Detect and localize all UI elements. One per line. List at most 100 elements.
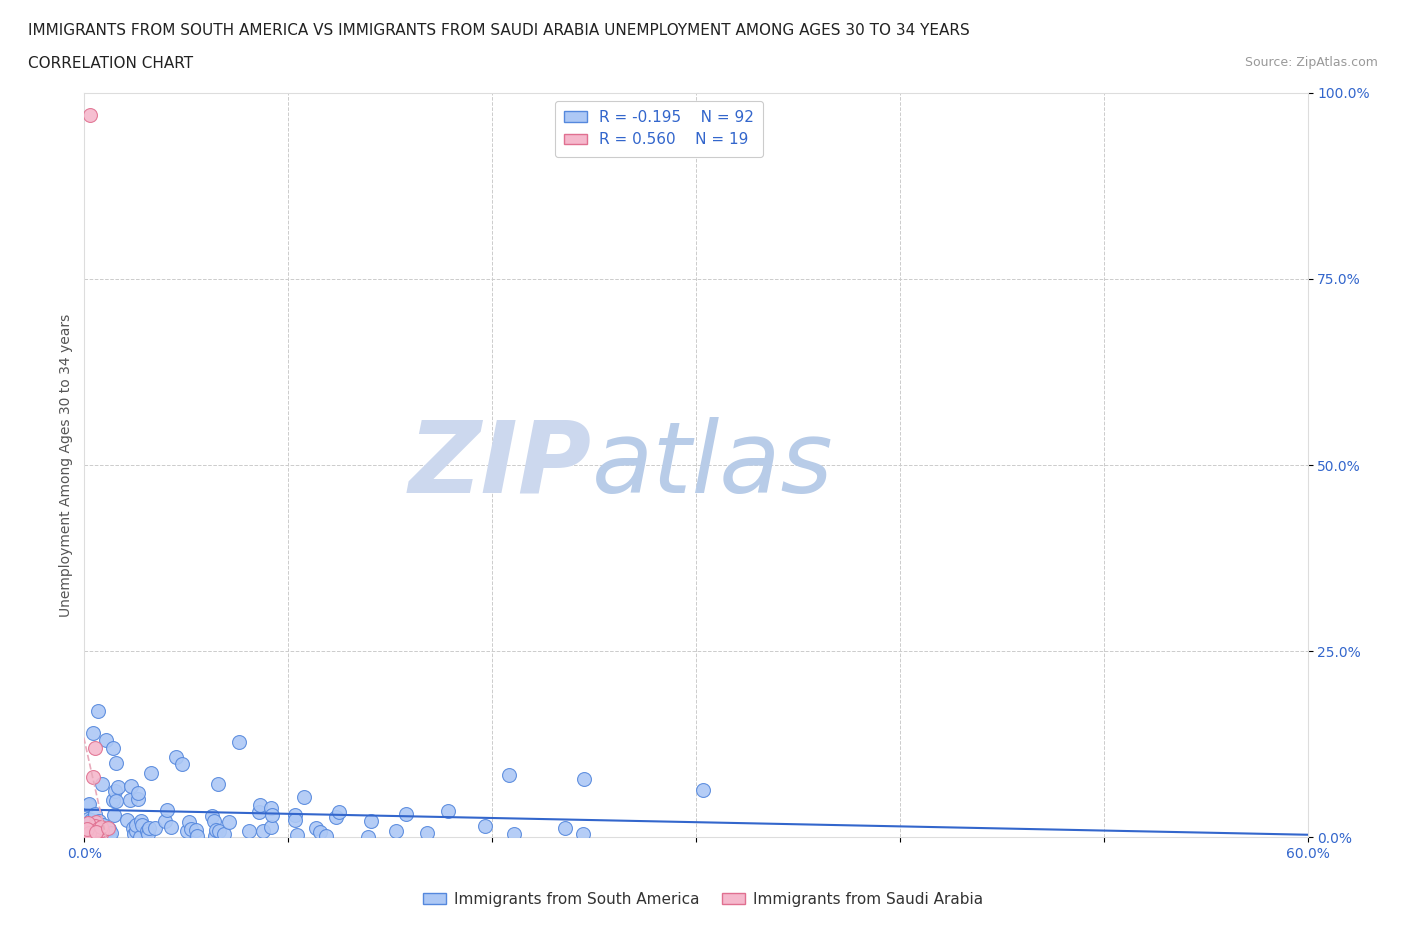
Point bbox=[357, 830, 380, 844]
Point bbox=[416, 825, 439, 840]
Point bbox=[285, 828, 308, 843]
Point bbox=[218, 815, 240, 830]
Point bbox=[252, 823, 274, 838]
Point bbox=[186, 829, 208, 844]
Point bbox=[125, 824, 148, 839]
Point bbox=[325, 810, 347, 825]
Point bbox=[76, 821, 98, 836]
Point bbox=[87, 814, 110, 829]
Text: atlas: atlas bbox=[592, 417, 834, 513]
Point bbox=[437, 804, 460, 818]
Point bbox=[129, 830, 152, 844]
Point bbox=[304, 821, 326, 836]
Point bbox=[76, 816, 98, 830]
Point bbox=[82, 770, 104, 785]
Point bbox=[572, 827, 595, 842]
Point bbox=[122, 827, 145, 842]
Point bbox=[115, 812, 138, 827]
Text: CORRELATION CHART: CORRELATION CHART bbox=[28, 56, 193, 71]
Point bbox=[554, 820, 576, 835]
Point bbox=[184, 822, 207, 837]
Point bbox=[91, 823, 114, 838]
Point bbox=[100, 826, 122, 841]
Point bbox=[86, 703, 108, 718]
Point bbox=[260, 801, 283, 816]
Point bbox=[77, 828, 100, 843]
Point bbox=[125, 817, 148, 832]
Point bbox=[153, 813, 176, 828]
Point bbox=[103, 807, 125, 822]
Point bbox=[105, 755, 128, 770]
Y-axis label: Unemployment Among Ages 30 to 34 years: Unemployment Among Ages 30 to 34 years bbox=[59, 313, 73, 617]
Point bbox=[249, 804, 271, 819]
Point bbox=[84, 807, 107, 822]
Point bbox=[79, 825, 101, 840]
Legend: Immigrants from South America, Immigrants from Saudi Arabia: Immigrants from South America, Immigrant… bbox=[418, 886, 988, 913]
Point bbox=[77, 822, 100, 837]
Point bbox=[94, 824, 117, 839]
Point bbox=[360, 814, 382, 829]
Point bbox=[202, 814, 225, 829]
Point bbox=[83, 829, 105, 844]
Point bbox=[262, 807, 284, 822]
Point bbox=[118, 792, 141, 807]
Point bbox=[84, 829, 107, 844]
Point bbox=[201, 808, 224, 823]
Point bbox=[90, 777, 112, 791]
Text: ZIP: ZIP bbox=[409, 417, 592, 513]
Point bbox=[131, 817, 153, 832]
Point bbox=[127, 791, 149, 806]
Point bbox=[207, 777, 229, 791]
Point bbox=[97, 820, 120, 835]
Point bbox=[143, 821, 166, 836]
Point bbox=[97, 822, 120, 837]
Point bbox=[107, 779, 129, 794]
Point bbox=[141, 765, 163, 780]
Point bbox=[208, 823, 231, 838]
Point bbox=[165, 750, 187, 764]
Point bbox=[136, 824, 159, 839]
Point bbox=[86, 824, 108, 839]
Point bbox=[77, 811, 100, 826]
Point bbox=[122, 821, 145, 836]
Point bbox=[204, 829, 226, 844]
Point bbox=[83, 740, 105, 755]
Point bbox=[83, 827, 105, 842]
Text: Source: ZipAtlas.com: Source: ZipAtlas.com bbox=[1244, 56, 1378, 69]
Point bbox=[395, 806, 418, 821]
Point bbox=[129, 814, 152, 829]
Point bbox=[315, 829, 337, 844]
Point bbox=[82, 725, 104, 740]
Legend: R = -0.195    N = 92, R = 0.560    N = 19: R = -0.195 N = 92, R = 0.560 N = 19 bbox=[555, 100, 763, 156]
Point bbox=[212, 826, 235, 841]
Point bbox=[474, 818, 496, 833]
Point bbox=[86, 821, 108, 836]
Text: IMMIGRANTS FROM SOUTH AMERICA VS IMMIGRANTS FROM SAUDI ARABIA UNEMPLOYMENT AMONG: IMMIGRANTS FROM SOUTH AMERICA VS IMMIGRA… bbox=[28, 23, 970, 38]
Point bbox=[136, 827, 159, 842]
Point bbox=[228, 735, 250, 750]
Point bbox=[179, 814, 201, 829]
Point bbox=[84, 815, 107, 830]
Point bbox=[104, 793, 127, 808]
Point bbox=[97, 828, 120, 843]
Point bbox=[84, 822, 107, 837]
Point bbox=[309, 825, 332, 840]
Point bbox=[91, 817, 114, 832]
Point bbox=[79, 108, 101, 123]
Point bbox=[249, 798, 271, 813]
Point bbox=[180, 821, 202, 836]
Point bbox=[574, 772, 596, 787]
Point bbox=[498, 768, 520, 783]
Point bbox=[94, 733, 117, 748]
Point bbox=[156, 803, 179, 817]
Point bbox=[138, 820, 160, 835]
Point bbox=[103, 792, 125, 807]
Point bbox=[80, 815, 103, 830]
Point bbox=[90, 819, 112, 834]
Point bbox=[284, 807, 307, 822]
Point bbox=[104, 784, 127, 799]
Point bbox=[84, 824, 107, 839]
Point bbox=[127, 786, 149, 801]
Point bbox=[91, 823, 114, 838]
Point bbox=[328, 804, 350, 819]
